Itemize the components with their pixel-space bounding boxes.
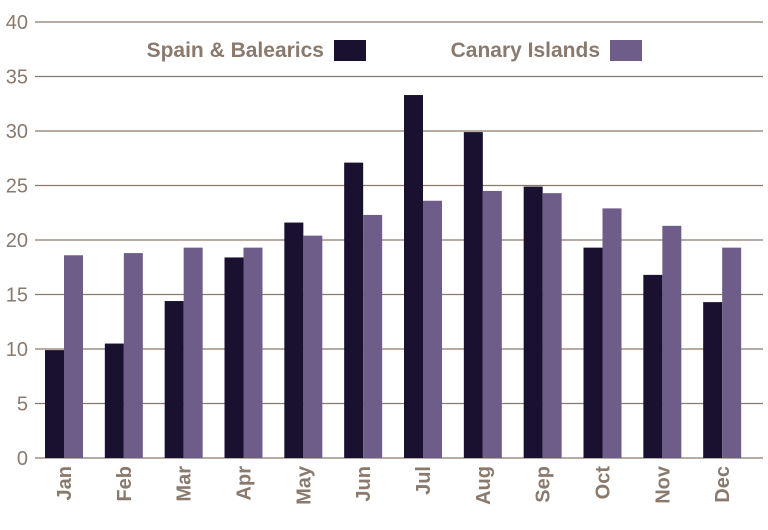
bar-spain-dec bbox=[703, 302, 723, 458]
bar-canary-apr bbox=[243, 247, 263, 458]
x-tick-label-aug: Aug bbox=[473, 466, 495, 505]
x-tick-label-oct: Oct bbox=[593, 466, 615, 500]
bar-canary-sep bbox=[542, 193, 562, 458]
y-tick-label: 0 bbox=[17, 448, 28, 470]
y-tick-label: 30 bbox=[6, 121, 28, 143]
bar-spain-oct bbox=[583, 247, 603, 458]
y-tick-label: 35 bbox=[6, 67, 28, 89]
bar-spain-jul bbox=[404, 95, 423, 458]
x-tick-label-feb: Feb bbox=[114, 466, 136, 502]
x-tick-label-apr: Apr bbox=[234, 466, 256, 501]
bar-canary-jun bbox=[363, 214, 383, 458]
bar-spain-apr bbox=[224, 257, 244, 458]
bar-spain-mar bbox=[164, 301, 184, 458]
x-tick-label-jan: Jan bbox=[54, 466, 76, 500]
x-tick-label-jun: Jun bbox=[353, 466, 375, 502]
x-tick-label-jul: Jul bbox=[413, 466, 435, 495]
x-tick-label-mar: Mar bbox=[174, 466, 196, 502]
bar-canary-may bbox=[303, 235, 323, 458]
y-tick-label: 10 bbox=[6, 339, 28, 361]
bar-canary-jan bbox=[64, 255, 83, 458]
bar-canary-aug bbox=[482, 190, 502, 458]
x-tick-label-may: May bbox=[293, 465, 315, 505]
y-axis-ticks: 0 5 10 15 20 25 30 35 40 bbox=[6, 12, 28, 470]
bars bbox=[45, 95, 742, 459]
legend-label-spain: Spain & Balearics bbox=[147, 39, 324, 62]
bar-canary-jul bbox=[423, 200, 442, 458]
bar-canary-nov bbox=[662, 225, 682, 458]
x-tick-label-nov: Nov bbox=[652, 465, 674, 504]
legend-label-canary: Canary Islands bbox=[451, 39, 600, 62]
x-axis-ticks: Jan Feb Mar Apr May Jun Jul Aug Sep Oct Nov Dec bbox=[54, 465, 734, 505]
y-tick-label: 5 bbox=[17, 394, 28, 416]
bar-canary-dec bbox=[722, 247, 742, 458]
bar-spain-jun bbox=[344, 162, 364, 459]
bar-canary-mar bbox=[183, 247, 203, 458]
bar-canary-oct bbox=[602, 208, 622, 458]
legend-swatch-spain bbox=[334, 40, 366, 61]
bar-spain-jan bbox=[45, 350, 64, 458]
y-tick-label: 15 bbox=[6, 285, 28, 307]
bar-spain-may bbox=[284, 222, 304, 458]
x-tick-label-dec: Dec bbox=[712, 466, 734, 503]
bar-spain-nov bbox=[643, 274, 663, 458]
y-tick-label: 40 bbox=[6, 12, 28, 34]
x-tick-label-sep: Sep bbox=[533, 466, 555, 503]
bar-spain-aug bbox=[463, 132, 483, 458]
legend: Spain & Balearics Canary Islands bbox=[147, 39, 642, 62]
legend-swatch-canary bbox=[610, 40, 642, 61]
y-tick-label: 25 bbox=[6, 176, 28, 198]
bar-canary-feb bbox=[123, 253, 143, 458]
bar-spain-sep bbox=[523, 186, 543, 458]
gridlines bbox=[35, 21, 763, 459]
y-tick-label: 20 bbox=[6, 230, 28, 252]
bar-spain-feb bbox=[104, 343, 124, 458]
